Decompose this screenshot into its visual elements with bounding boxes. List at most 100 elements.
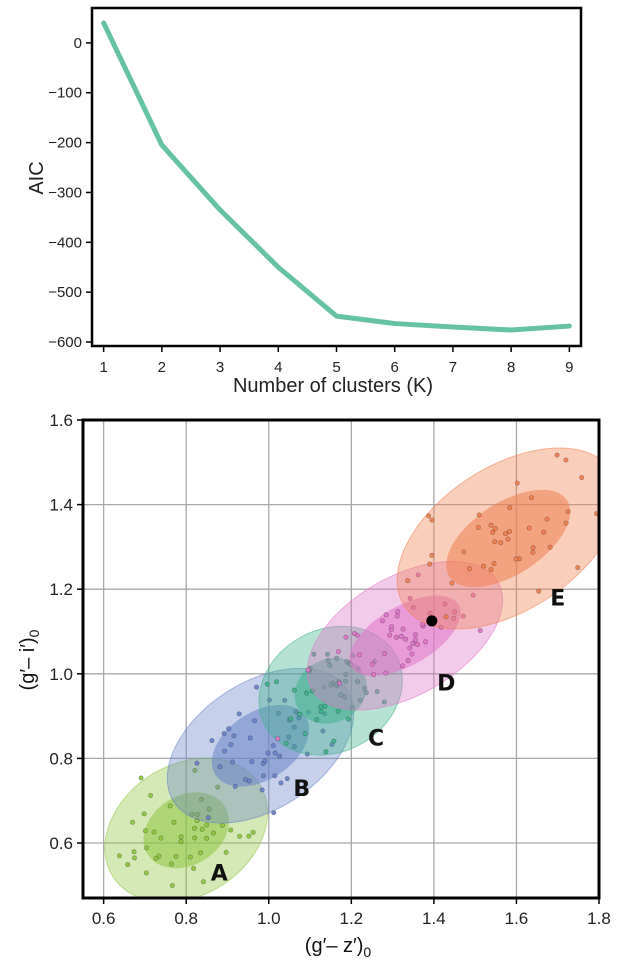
- aic-x-tick-label: 1: [99, 359, 107, 376]
- cluster-e-point: [466, 566, 472, 572]
- aic-x-tick-label: 4: [274, 359, 282, 376]
- cluster-e-point: [547, 544, 553, 550]
- cluster-e-point: [563, 457, 569, 463]
- cluster-b-point: [277, 753, 283, 759]
- cluster-b-point: [254, 684, 260, 690]
- cluster-b-point: [249, 759, 255, 765]
- cluster-a-point: [237, 833, 243, 839]
- cluster-e-point: [492, 539, 498, 545]
- cluster-c-point: [311, 651, 317, 657]
- cluster-b-point: [259, 787, 265, 793]
- cluster-c-point: [327, 662, 333, 668]
- cluster-d-point: [410, 604, 416, 610]
- cluster-a-point: [173, 853, 179, 859]
- cluster-b-point: [221, 731, 227, 737]
- cluster-b-point: [232, 783, 238, 789]
- cluster-c-point: [325, 658, 331, 664]
- color-y-tick-label: 0.8: [49, 749, 73, 768]
- cluster-e-point: [575, 565, 581, 571]
- cluster-b-point: [286, 734, 292, 740]
- cluster-a-point: [144, 845, 150, 851]
- cluster-e-point: [529, 495, 535, 501]
- cluster-c-point: [343, 671, 349, 677]
- cluster-e-point: [490, 529, 496, 535]
- cluster-a-point: [171, 819, 177, 825]
- cluster-a-point: [132, 855, 138, 861]
- cluster-c-inner-ellipse: [294, 657, 367, 724]
- color-x-tick-label: 1.4: [422, 909, 446, 928]
- cluster-c-point: [302, 731, 308, 737]
- cluster-d-point: [477, 628, 483, 634]
- cluster-e-point: [579, 475, 585, 481]
- color-y-tick-label: 1.4: [49, 496, 73, 515]
- cluster-b-point: [228, 742, 234, 748]
- cluster-b-point: [209, 738, 215, 744]
- cluster-d-point: [409, 651, 415, 657]
- cluster-e-point: [503, 531, 509, 537]
- cluster-c-point: [288, 716, 294, 722]
- cluster-b-point: [320, 728, 326, 734]
- cluster-d-point: [398, 633, 404, 639]
- color-x-tick-label: 1.6: [505, 909, 529, 928]
- color-x-tick-label: 1.2: [339, 909, 363, 928]
- aic-x-tick-label: 7: [449, 359, 457, 376]
- cluster-label-a: A: [211, 862, 228, 887]
- cluster-b-point: [291, 744, 297, 750]
- cluster-c-point: [274, 679, 280, 685]
- cluster-e-point: [475, 525, 481, 531]
- cluster-label-e: E: [550, 587, 565, 612]
- cluster-a-point: [148, 792, 154, 798]
- cluster-a-point: [192, 767, 198, 773]
- cluster-d-point: [400, 626, 406, 632]
- cluster-e-point: [514, 480, 520, 486]
- cluster-b-point: [236, 711, 242, 717]
- cluster-a-point: [116, 853, 122, 859]
- aic-x-tick-label: 5: [332, 359, 340, 376]
- cluster-a-point: [178, 834, 184, 840]
- cluster-e-point: [526, 525, 532, 531]
- cluster-c-point: [355, 679, 361, 685]
- cluster-d-point: [393, 634, 399, 640]
- color-x-tick-label: 1.0: [257, 909, 281, 928]
- cluster-c-point: [318, 704, 324, 710]
- cluster-e-point: [491, 561, 497, 567]
- cluster-c-point: [374, 688, 380, 694]
- cluster-c-point: [314, 717, 320, 723]
- cluster-e-point: [530, 549, 536, 555]
- cluster-c-point: [328, 682, 334, 688]
- cluster-d-point: [422, 639, 428, 645]
- aic-y-tick-label: −100: [48, 85, 82, 102]
- cluster-d-point: [442, 601, 448, 607]
- cluster-d-point: [470, 592, 476, 598]
- cluster-a-point: [195, 812, 201, 818]
- cluster-e-point: [405, 578, 411, 584]
- cluster-a-point: [204, 822, 210, 828]
- cluster-c-point: [297, 711, 303, 717]
- cluster-d-point: [343, 634, 349, 640]
- color-y-tick-label: 1.6: [49, 411, 73, 430]
- cluster-a-point: [151, 829, 157, 835]
- cluster-e-point: [426, 513, 432, 519]
- cluster-c-point: [335, 708, 341, 714]
- cluster-c-point: [342, 678, 348, 684]
- cluster-a-point: [189, 811, 195, 817]
- cluster-a-point: [250, 829, 256, 835]
- cluster-d-point: [415, 641, 421, 647]
- cluster-a-point: [198, 850, 204, 856]
- cluster-a-point: [211, 830, 217, 836]
- cluster-e-point: [488, 522, 494, 528]
- color-y-tick-label: 1.0: [49, 665, 73, 684]
- cluster-a-point: [191, 865, 197, 871]
- cluster-d-point: [412, 637, 418, 643]
- cluster-b-point: [226, 726, 232, 732]
- color-x-tick-label: 0.6: [92, 909, 116, 928]
- cluster-b-point: [262, 758, 268, 764]
- cluster-d-point: [460, 613, 466, 619]
- cluster-a-point: [158, 835, 164, 841]
- cluster-a-point: [228, 827, 234, 833]
- cluster-e-point: [461, 549, 467, 555]
- cluster-e-point: [544, 516, 550, 522]
- color-plot-frame: [81, 418, 601, 900]
